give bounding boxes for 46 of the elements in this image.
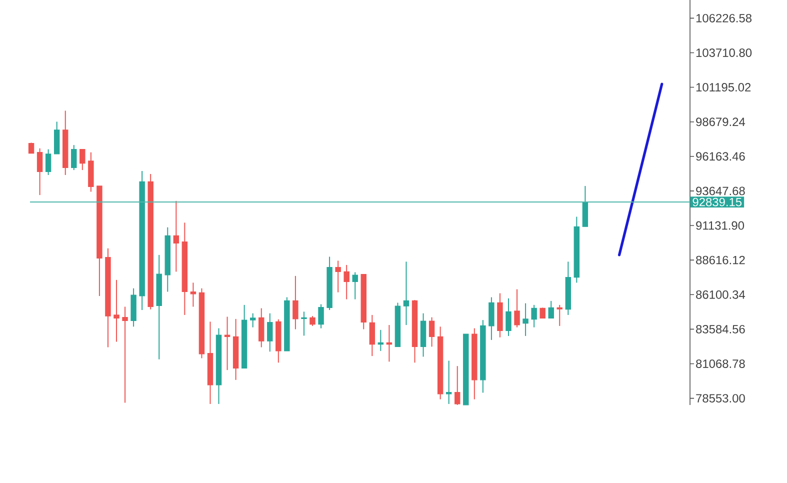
ref-line-label: 92839.15 [692, 198, 742, 206]
y-tick-label: 96163.46 [696, 152, 745, 161]
candlestick [531, 304, 537, 328]
candlestick [45, 148, 52, 176]
candlestick [173, 200, 180, 272]
y-tick-label: 101195.02 [696, 83, 751, 92]
y-tick-label: 78553.00 [696, 394, 745, 403]
candlestick [250, 312, 256, 328]
candlestick [548, 300, 554, 319]
candlestick [506, 298, 512, 336]
y-tick-label: 83584.56 [696, 324, 745, 334]
candlestick [522, 302, 528, 336]
candlestick [292, 275, 298, 330]
y-tick-label: 106226.58 [696, 14, 752, 22]
candlestick [28, 142, 34, 154]
candlestick [310, 316, 316, 326]
candlestick [122, 306, 128, 404]
candlestick [267, 312, 273, 352]
y-tick-label: 88616.12 [696, 256, 745, 264]
candlestick [540, 307, 546, 319]
y-tick-label: 93647.68 [696, 186, 745, 196]
candlestick [352, 272, 358, 300]
y-tick-label: 91131.90 [696, 221, 744, 230]
y-tick-label: 98679.24 [696, 118, 746, 126]
candlestick [403, 261, 410, 326]
candlestick [301, 311, 307, 336]
candlestick [224, 316, 230, 371]
y-tick-label: 81068.78 [696, 360, 745, 368]
candlestick [36, 148, 43, 196]
candlestick [454, 366, 460, 406]
candlestick [71, 144, 77, 171]
candlestick [488, 296, 494, 340]
candlestick [190, 282, 196, 308]
candlestick [428, 316, 435, 348]
candlestick [446, 360, 452, 404]
candlestick [318, 304, 324, 329]
candlestick [344, 264, 350, 300]
candlestick [258, 308, 264, 348]
candlestick [114, 279, 120, 342]
y-tick-label: 86100.34 [696, 290, 746, 299]
candlestick [335, 260, 341, 293]
candlestick [514, 288, 520, 328]
candlestick [80, 148, 86, 171]
y-tick-label: 103710.80 [696, 48, 752, 57]
candlestick [556, 304, 562, 326]
candlestick [369, 314, 376, 357]
